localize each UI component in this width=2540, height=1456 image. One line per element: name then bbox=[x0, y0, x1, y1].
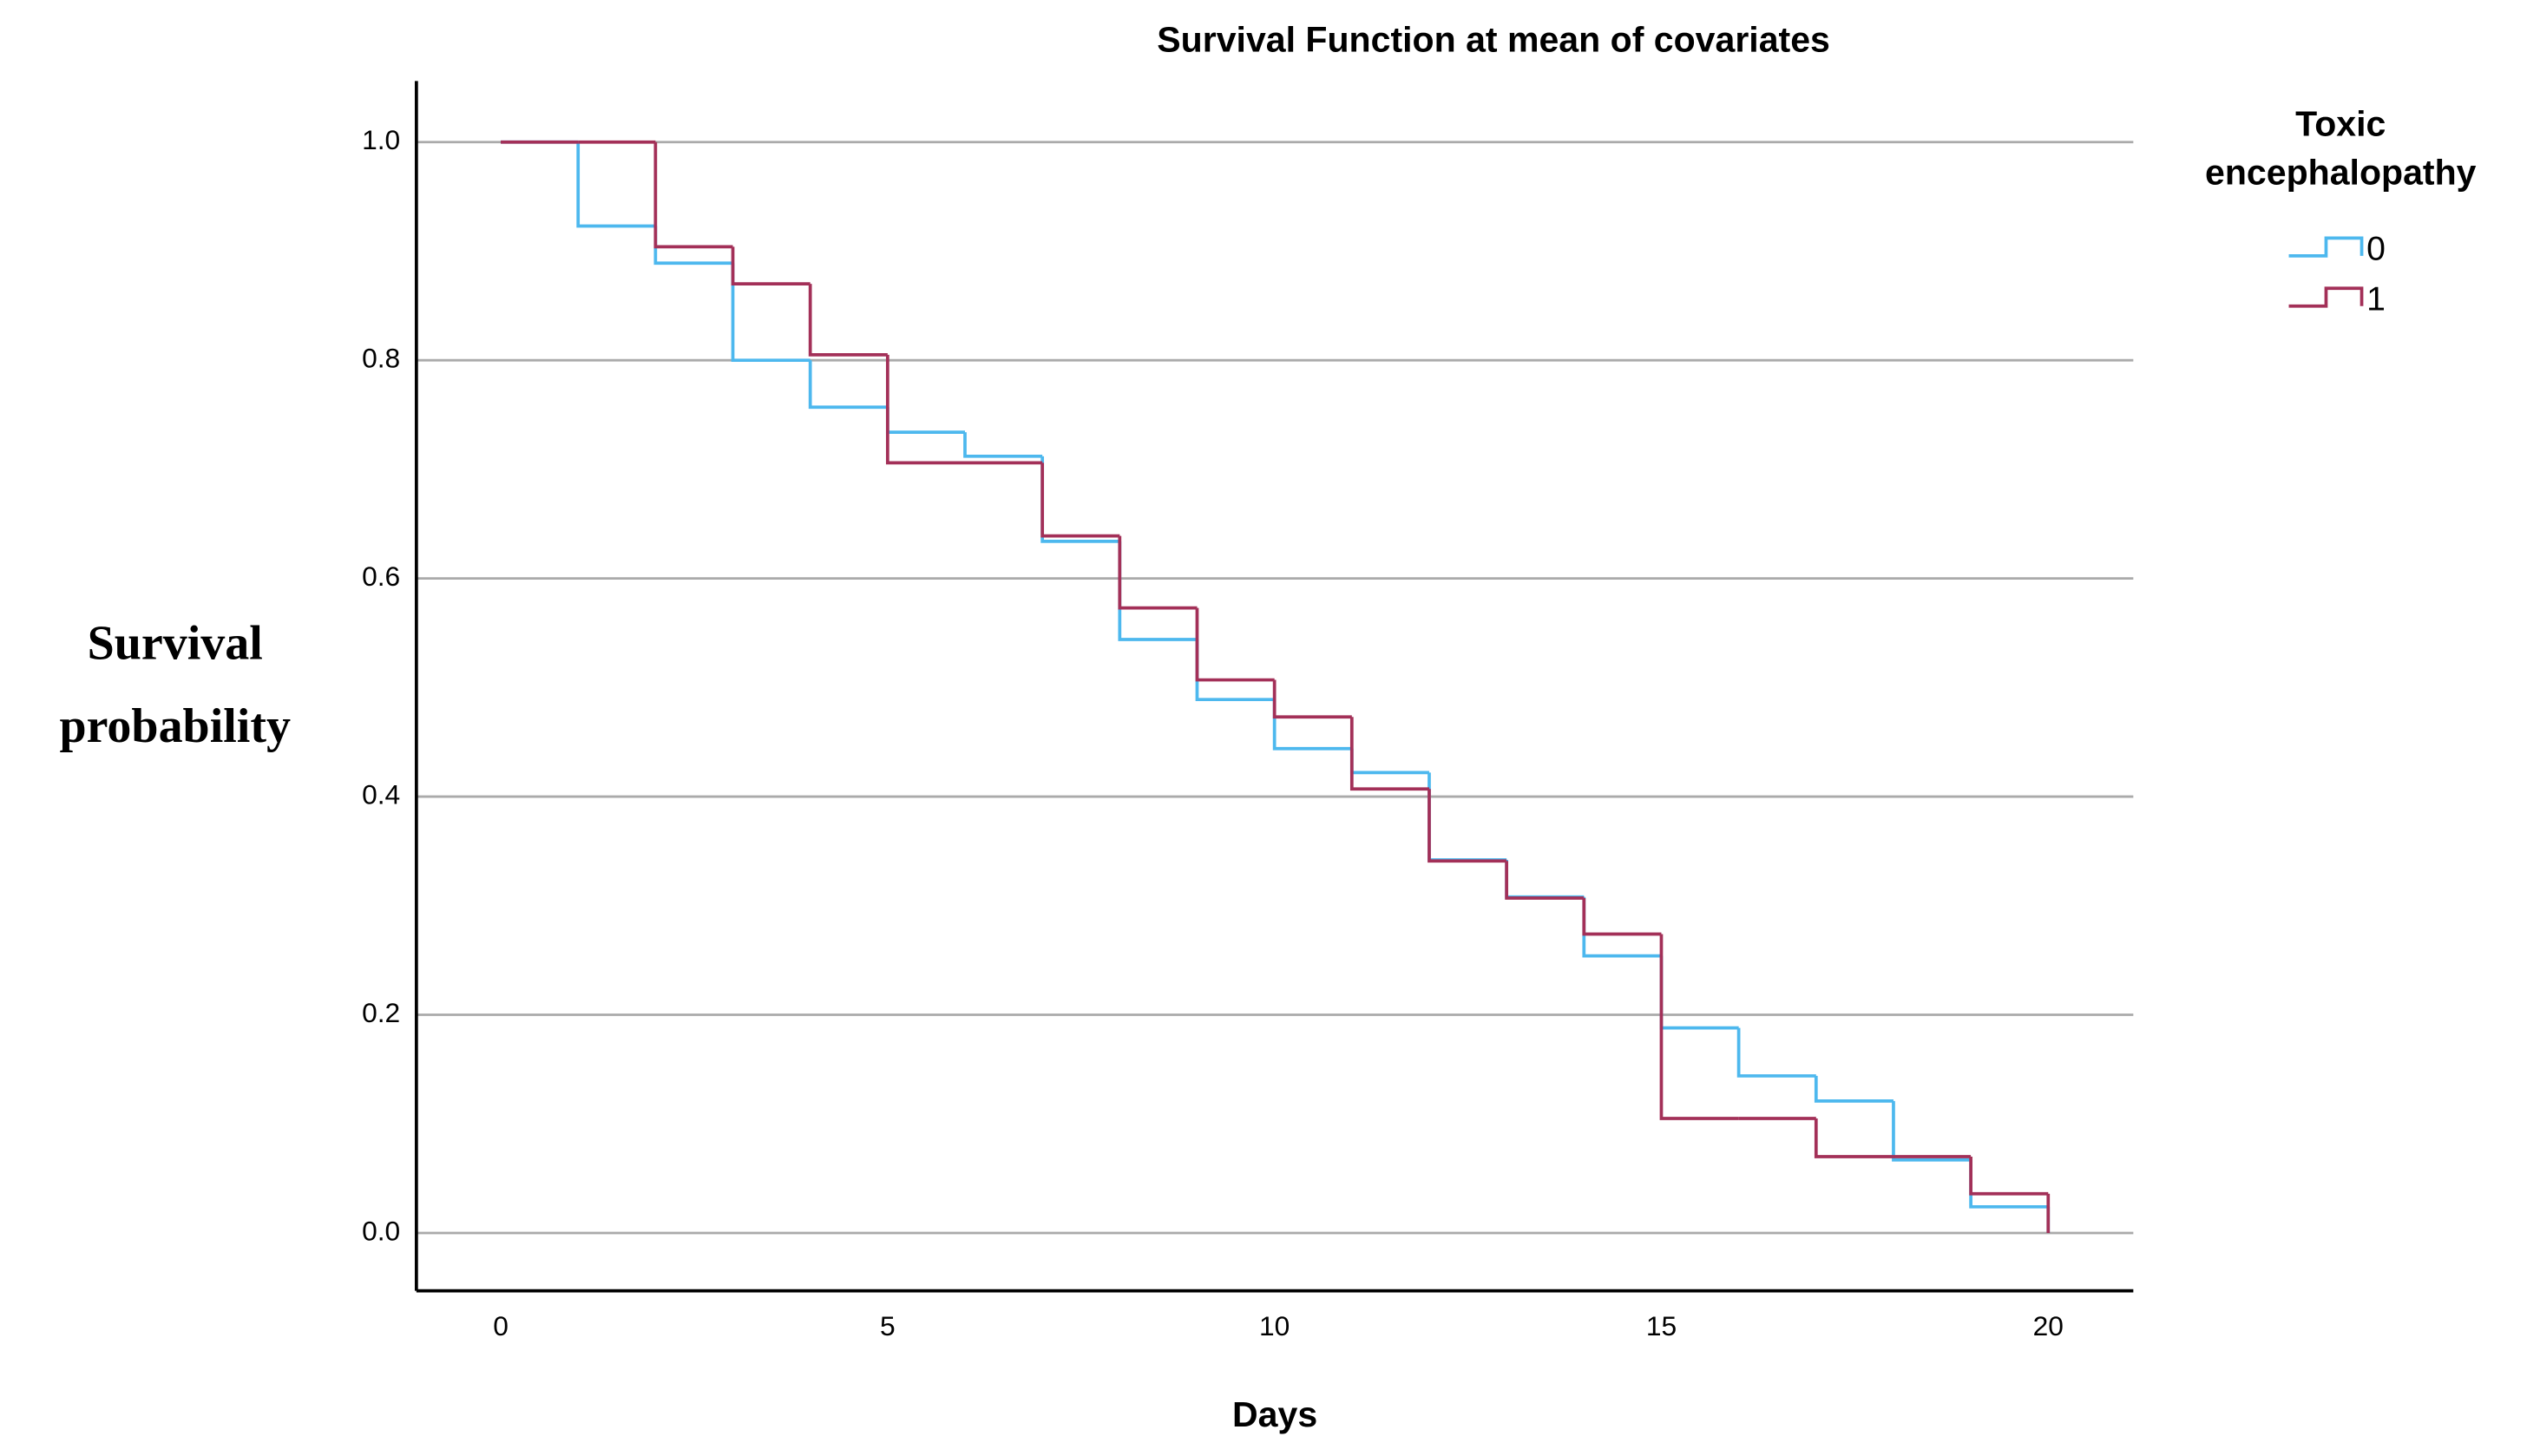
survival-step bbox=[1505, 861, 1585, 900]
x-tick-label: 15 bbox=[1646, 1310, 1677, 1341]
y-tick-label: 0.0 bbox=[362, 1215, 400, 1246]
legend-label: 0 bbox=[2366, 231, 2386, 268]
y-axis-label: Survival probability bbox=[59, 616, 291, 752]
legend-title: Toxic encephalopathy bbox=[2205, 103, 2477, 192]
y-tick-label: 0.8 bbox=[362, 343, 400, 374]
survival-step bbox=[1195, 639, 1275, 702]
legend-swatch bbox=[2288, 286, 2364, 308]
x-tick-label: 0 bbox=[493, 1310, 509, 1341]
survival-step bbox=[1040, 462, 1120, 538]
survival-step bbox=[1659, 955, 1739, 1030]
survival-step bbox=[731, 263, 811, 363]
survival-step bbox=[963, 432, 1043, 458]
survival-step bbox=[1736, 1027, 1816, 1078]
chart-title: Survival Function at mean of covariates bbox=[1157, 19, 1830, 59]
survival-step bbox=[1349, 717, 1429, 791]
survival-step bbox=[1814, 1075, 1894, 1103]
survival-step bbox=[1349, 748, 1429, 775]
survival-step bbox=[576, 141, 656, 228]
survival-step bbox=[1118, 541, 1198, 641]
x-tick-label: 20 bbox=[2033, 1310, 2064, 1341]
legend-label: 1 bbox=[2366, 281, 2386, 318]
survival-step bbox=[1428, 789, 1507, 863]
survival-step bbox=[1195, 607, 1275, 682]
legend-swatch bbox=[2288, 236, 2364, 258]
survival-step bbox=[1814, 1118, 1894, 1158]
survival-step bbox=[1118, 535, 1198, 610]
survival-step bbox=[885, 407, 966, 435]
survival-step bbox=[1428, 772, 1507, 862]
x-tick-label: 10 bbox=[1259, 1310, 1290, 1341]
y-tick-label: 0.4 bbox=[362, 778, 400, 810]
survival-step bbox=[653, 226, 733, 266]
survival-step bbox=[1969, 1156, 2049, 1196]
survival-step bbox=[1272, 679, 1352, 719]
x-axis-label: Days bbox=[1232, 1394, 1317, 1434]
survival-step bbox=[1969, 1159, 2049, 1209]
survival-step bbox=[653, 141, 733, 249]
survival-step bbox=[885, 354, 966, 465]
survival-step bbox=[1659, 934, 1739, 1120]
survival-step bbox=[1582, 898, 1662, 936]
survival-step bbox=[1040, 456, 1120, 543]
survival-step bbox=[1582, 896, 1662, 958]
survival-step bbox=[808, 360, 888, 410]
x-tick-label: 5 bbox=[880, 1310, 896, 1341]
survival-step bbox=[731, 246, 811, 286]
y-tick-label: 0.6 bbox=[362, 561, 400, 592]
survival-step bbox=[1505, 860, 1585, 899]
y-tick-label: 0.2 bbox=[362, 997, 400, 1028]
survival-step bbox=[808, 284, 888, 357]
y-tick-label: 1.0 bbox=[362, 124, 400, 155]
survival-step bbox=[1272, 699, 1352, 751]
survival-step bbox=[1892, 1100, 1972, 1162]
